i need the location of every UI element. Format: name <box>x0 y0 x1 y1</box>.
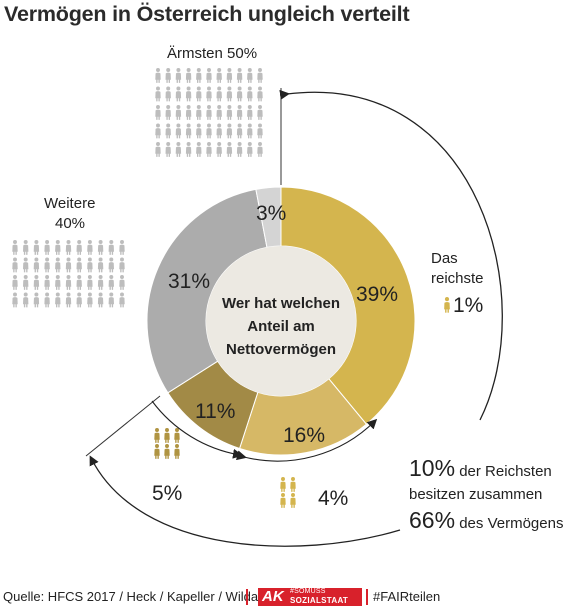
next5-people-icons <box>154 428 180 459</box>
center-label-line: Anteil am <box>247 318 315 335</box>
center-label-line: Nettovermögen <box>226 341 336 358</box>
ak-logo-letters: AK <box>262 588 284 605</box>
footer-separator <box>246 589 248 605</box>
footer: Quelle: HFCS 2017 / Heck / Kapeller / Wi… <box>0 586 583 608</box>
richest-group-label: Das <box>431 250 458 267</box>
summary-line-1: 10% der Reichsten <box>409 455 552 482</box>
footer-separator <box>366 589 368 605</box>
further-group-value: 40% <box>55 215 86 232</box>
ak-logo-line2: SOZIALSTAAT <box>290 596 349 605</box>
next4-people-icons <box>280 477 296 508</box>
slice-label-16: 16% <box>283 424 326 447</box>
poorest-people-icons <box>155 68 263 157</box>
richest-group-value: 1% <box>453 294 484 317</box>
donut-center <box>206 246 356 396</box>
summary-small-3: des Vermögens <box>455 515 564 532</box>
further-people-icons <box>12 240 125 308</box>
center-label-line: Wer hat welchen <box>222 295 340 312</box>
summary-line-2: besitzen zusammen <box>409 486 543 503</box>
summary-arrow-top <box>279 89 503 421</box>
slice-label-11: 11% <box>195 400 236 423</box>
ak-logo: AK #SOMUSS SOZIALSTAAT <box>258 588 362 606</box>
next5-group-value: 5% <box>152 482 183 505</box>
source-credit: Quelle: HFCS 2017 / Heck / Kapeller / Wi… <box>3 589 277 604</box>
poorest-group-label: Ärmsten 50% <box>167 45 258 62</box>
bracket-arrow-4 <box>236 418 378 462</box>
summary-big-1: 10% <box>409 455 456 481</box>
bracket-arrow-5 <box>151 400 243 459</box>
further-group-label: Weitere <box>44 195 96 212</box>
page-title: Vermögen in Österreich ungleich verteilt <box>4 2 410 26</box>
ak-logo-line1: #SOMUSS <box>290 588 326 595</box>
bottom-divider-line <box>85 395 161 457</box>
summary-line-3: 66% des Vermögens <box>409 507 563 534</box>
summary-arrow-bottom <box>89 455 401 547</box>
richest-group-label-2: reichste <box>431 270 484 287</box>
slice-label-39: 39% <box>356 283 399 306</box>
richest-person-icon <box>444 297 450 313</box>
next4-group-value: 4% <box>318 487 349 510</box>
slice-label-31: 31% <box>168 270 211 293</box>
slice-label-3: 3% <box>256 202 287 225</box>
hashtag: #FAIRteilen <box>373 589 441 604</box>
summary-big-3: 66% <box>409 507 456 533</box>
summary-small-1: der Reichsten <box>455 463 552 480</box>
